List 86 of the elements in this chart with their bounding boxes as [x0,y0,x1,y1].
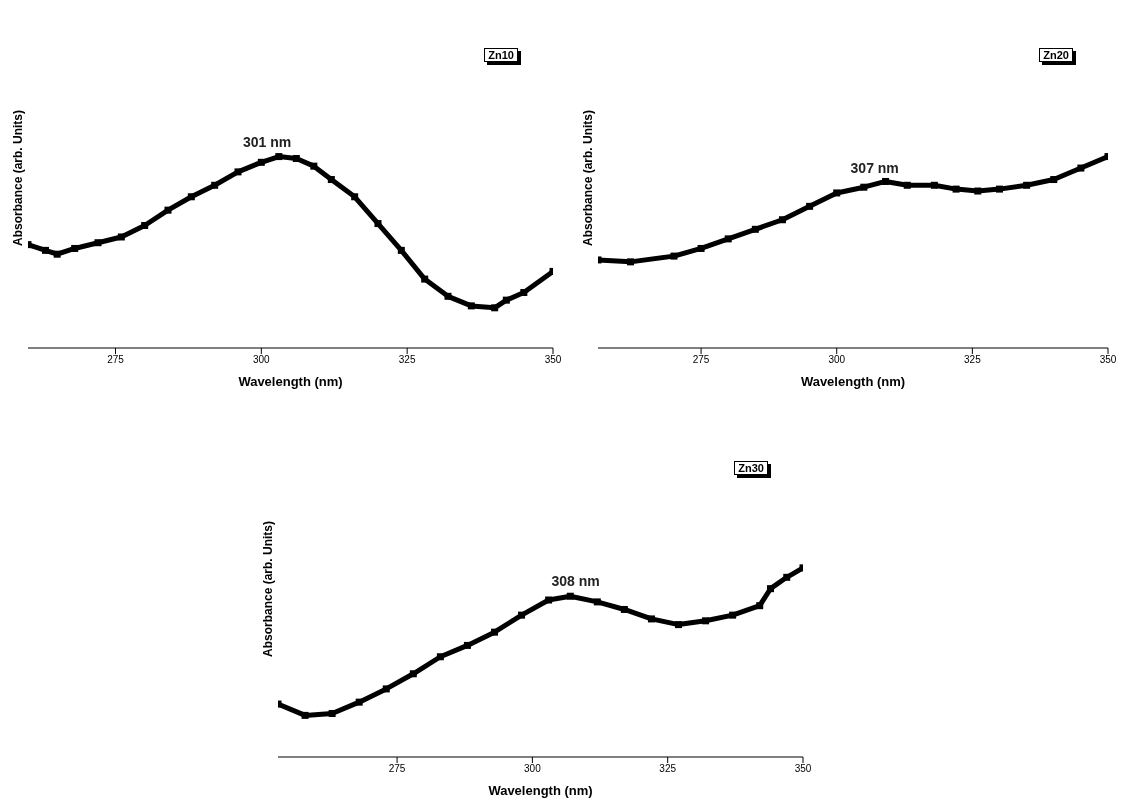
point [952,185,960,193]
point [593,598,601,606]
point [491,628,498,636]
text: Zn30 [734,461,768,475]
point [444,292,452,300]
point [187,193,195,201]
point [697,244,705,252]
point [882,177,890,185]
point [930,181,938,189]
point [382,685,390,693]
y-axis-title: Absorbance (arb. Units) [11,109,25,247]
point [310,162,318,170]
point [670,252,678,260]
point [94,239,102,247]
point [806,202,814,210]
annotation: 301 nm [243,133,292,150]
point [397,246,405,254]
x-tick-label: 300 [828,354,846,366]
point [518,611,526,619]
point [502,296,510,304]
point [257,158,265,166]
point [783,573,791,581]
x-tick-label: 325 [964,354,982,366]
point [164,206,172,214]
x-tick-label: 350 [794,763,812,775]
point [627,258,635,266]
point [275,153,283,161]
point [292,154,300,162]
point [778,216,786,224]
point [833,189,841,197]
point [463,641,471,649]
point [702,617,710,625]
point [53,250,61,258]
x-tick-label: 275 [692,354,710,366]
point [566,592,574,600]
x-tick-label: 300 [524,763,542,775]
point [903,181,911,189]
point [756,602,764,610]
point [751,225,759,233]
x-tick-label: 275 [107,354,125,366]
point [974,187,982,195]
point [409,670,417,678]
point [328,710,336,717]
x-tick-label: 325 [659,763,677,775]
point [1023,181,1031,189]
point [421,275,429,283]
x-axis-title: Wavelength (nm) [800,374,906,389]
text: Zn20 [1039,48,1073,62]
point [71,244,79,252]
point [675,621,683,629]
x-tick-label: 275 [388,763,406,775]
point [620,605,628,613]
point [545,596,553,604]
point [374,220,382,228]
point [1077,164,1085,172]
point [520,288,528,296]
x-tick-label: 325 [398,354,416,366]
point [724,235,732,243]
point [141,221,149,229]
point [117,233,125,241]
point [467,302,475,310]
annotation: 308 nm [551,573,600,590]
point [355,698,363,706]
x-axis-title: Wavelength (nm) [488,783,593,798]
point [860,183,868,191]
point [301,711,309,719]
point [995,185,1003,193]
point [436,653,444,661]
point [327,176,335,184]
point [729,611,737,619]
text: Zn10 [484,48,518,62]
x-tick-label: 350 [544,354,562,366]
point [491,304,499,312]
x-tick-label: 350 [1099,354,1117,366]
point [42,246,49,254]
annotation: 307 nm [850,160,899,177]
point [234,168,242,176]
point [351,193,359,201]
x-tick-label: 300 [252,354,271,366]
x-axis-title: Wavelength (nm) [238,374,343,389]
point [1050,176,1058,184]
y-axis-title: Absorbance (arb. Units) [581,109,595,247]
point [767,585,775,593]
point [647,615,655,623]
y-axis-title: Absorbance (arb. Units) [261,520,275,658]
point [211,181,219,189]
